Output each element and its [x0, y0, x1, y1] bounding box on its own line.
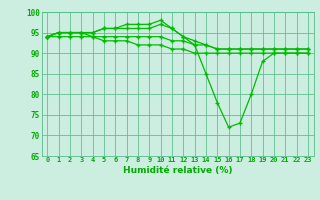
X-axis label: Humidité relative (%): Humidité relative (%) [123, 166, 232, 175]
